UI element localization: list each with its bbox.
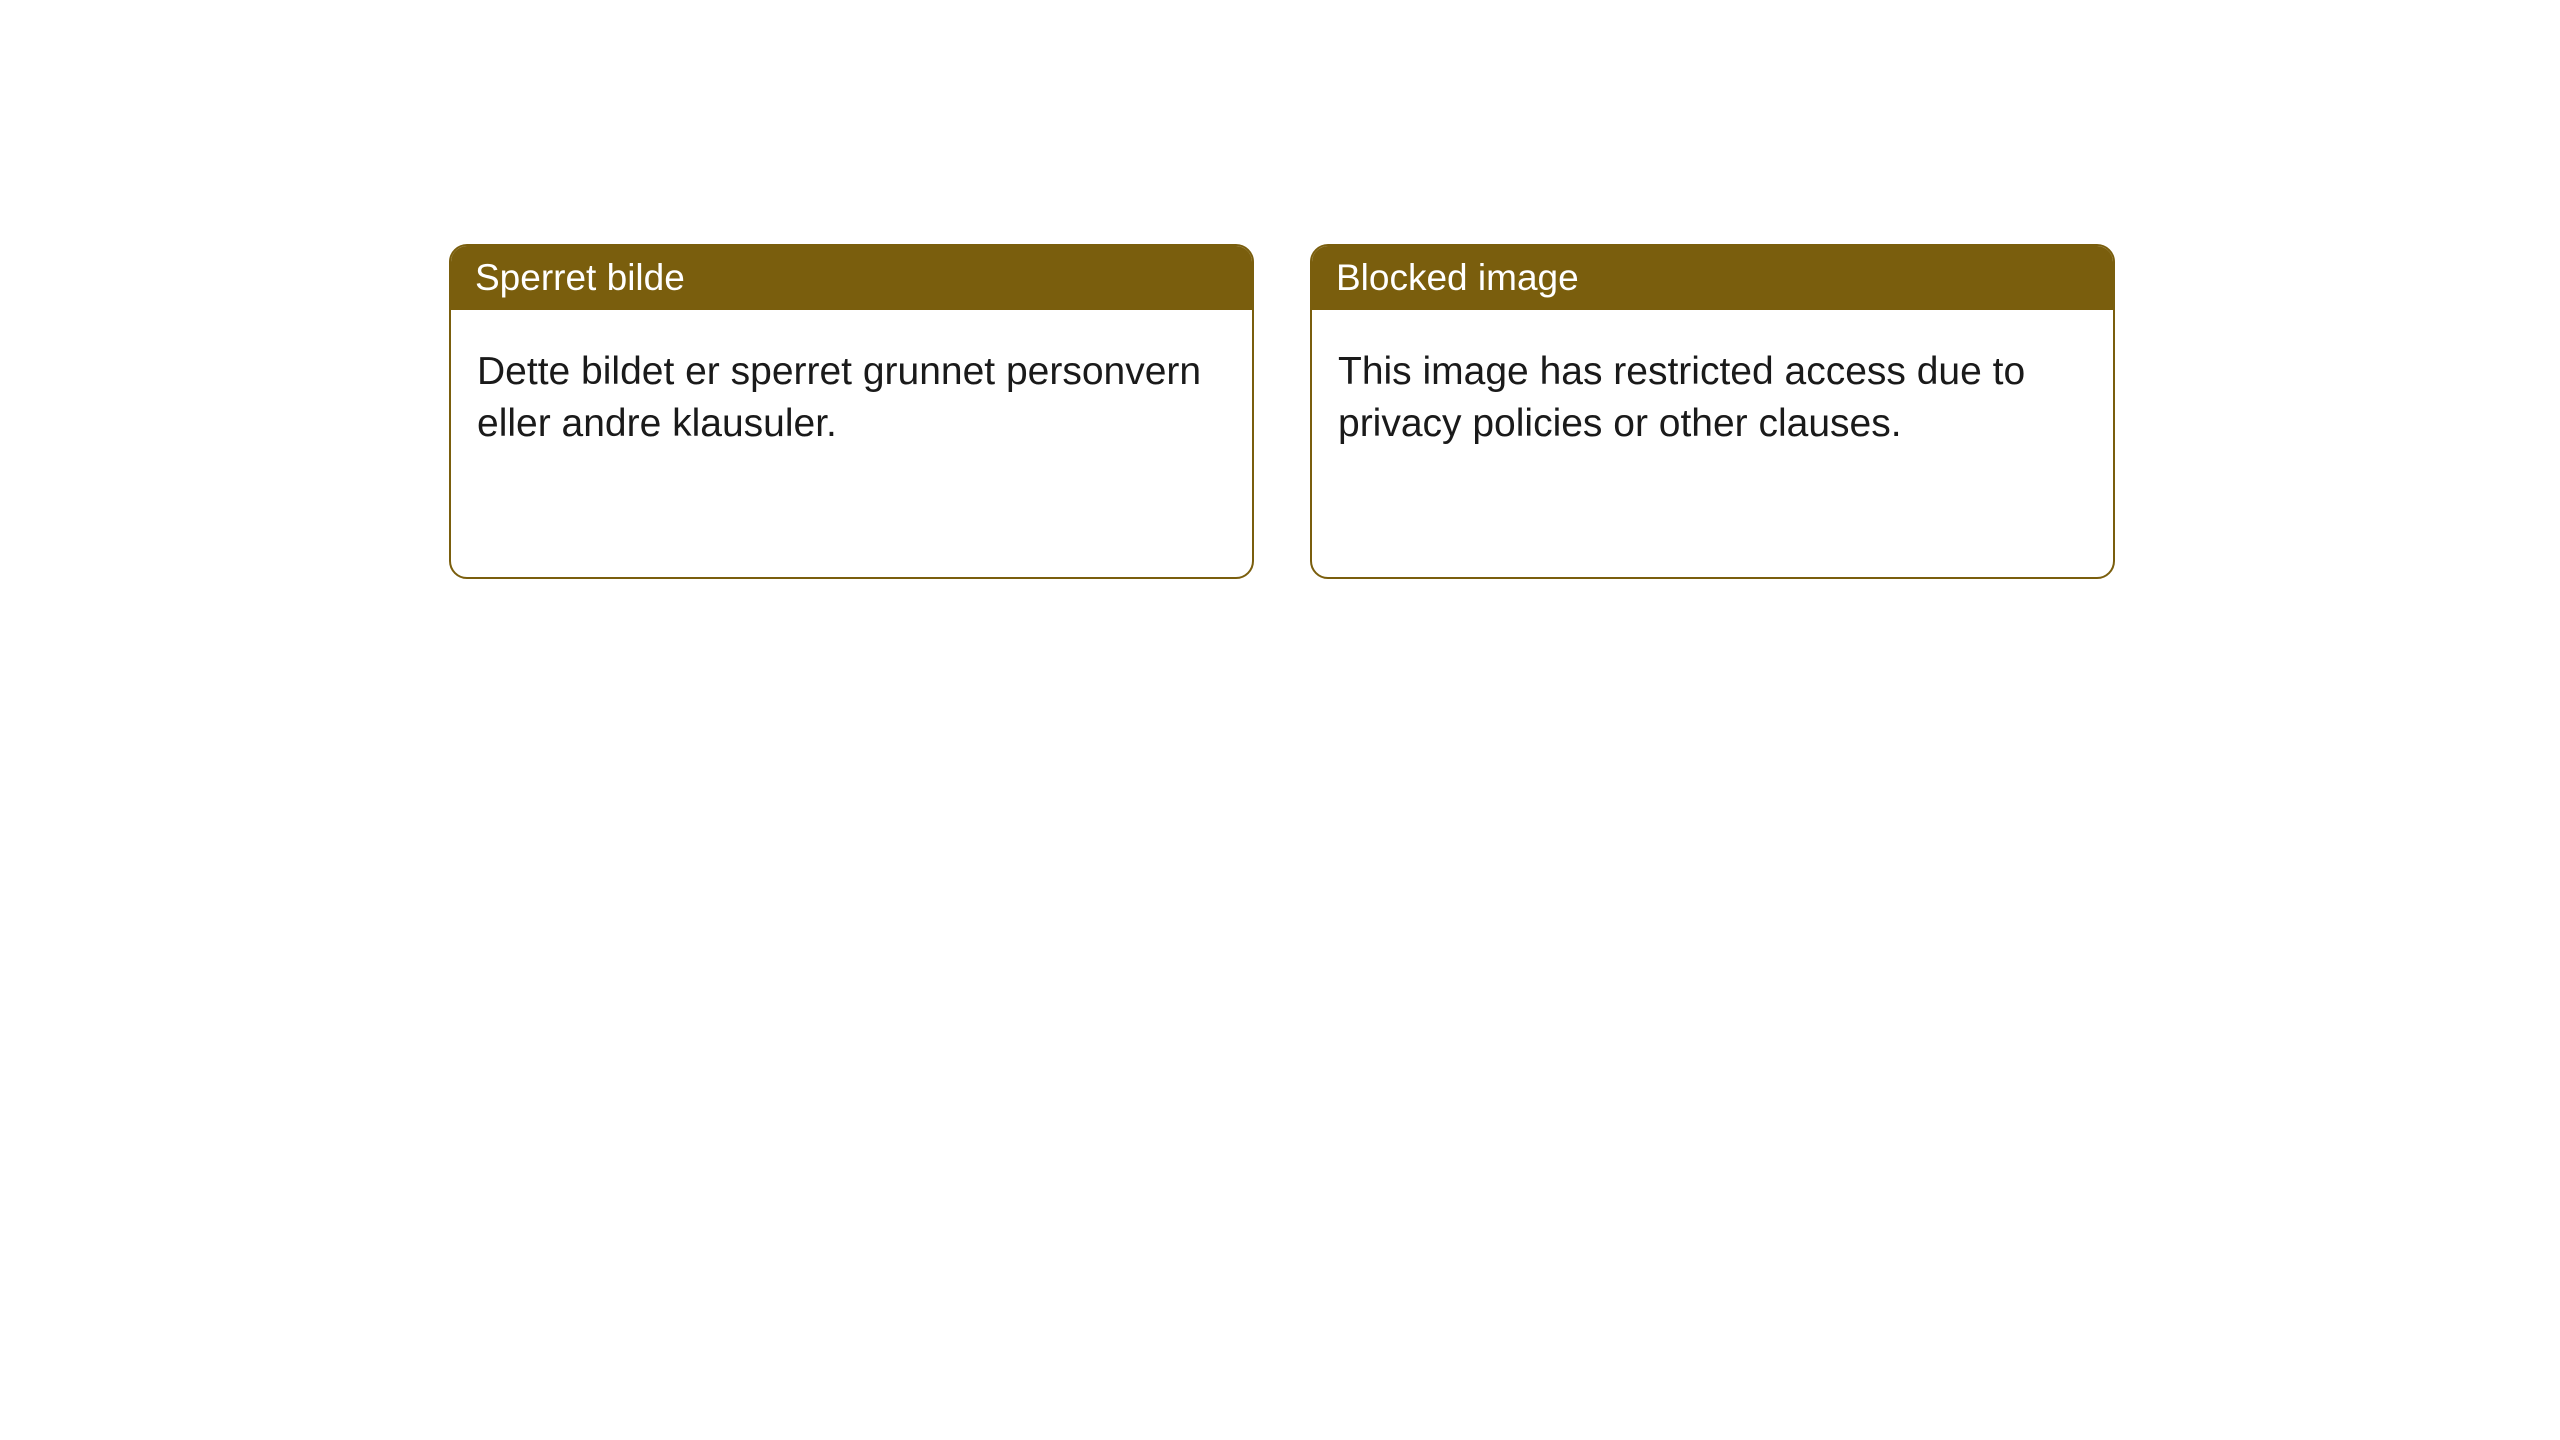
notice-body-en: This image has restricted access due to …	[1312, 310, 2113, 486]
notice-title-no: Sperret bilde	[475, 257, 685, 298]
notice-body-no: Dette bildet er sperret grunnet personve…	[451, 310, 1252, 486]
notice-header-no: Sperret bilde	[451, 246, 1252, 310]
notice-title-en: Blocked image	[1336, 257, 1579, 298]
notice-text-no: Dette bildet er sperret grunnet personve…	[477, 350, 1201, 445]
notice-header-en: Blocked image	[1312, 246, 2113, 310]
notice-text-en: This image has restricted access due to …	[1338, 350, 2025, 445]
notice-container: Sperret bilde Dette bildet er sperret gr…	[0, 0, 2560, 579]
notice-box-no: Sperret bilde Dette bildet er sperret gr…	[449, 244, 1254, 579]
notice-box-en: Blocked image This image has restricted …	[1310, 244, 2115, 579]
